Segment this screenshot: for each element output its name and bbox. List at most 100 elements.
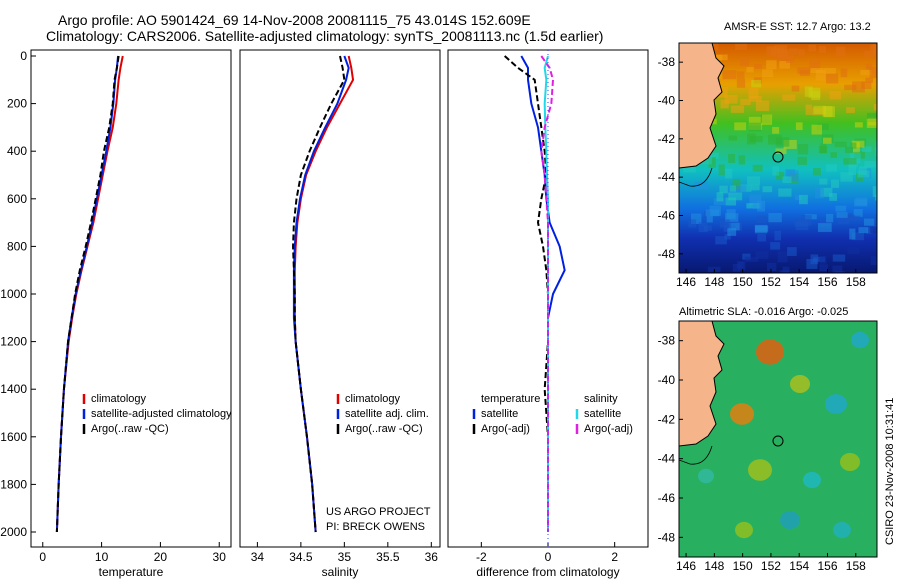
sst-pixel [718, 164, 725, 176]
sst-pixel [690, 213, 702, 224]
sst-pixel [843, 158, 857, 165]
map-x-tick-label: 152 [761, 559, 781, 573]
sst-pixel [711, 43, 719, 51]
sst-pixel [762, 114, 773, 125]
map-x-tick-label: 148 [704, 559, 724, 573]
map-x-tick-label: 150 [733, 559, 753, 573]
sst-pixel [817, 223, 832, 232]
sst-pixel [767, 134, 782, 145]
sst-pixel [725, 168, 733, 179]
map-y-tick-label: -48 [658, 530, 676, 544]
sst-pixel [713, 198, 727, 206]
sst-pixel [830, 152, 838, 158]
sst-pixel [819, 255, 827, 264]
map-x-tick-label: 158 [846, 559, 866, 573]
y-tick-label: 2000 [0, 525, 27, 539]
sst-pixel [816, 123, 829, 131]
y-tick-label: 1400 [0, 382, 27, 396]
x-axis-label: temperature [99, 565, 164, 579]
sst-pixel [766, 46, 777, 56]
sst-pixel [861, 81, 872, 90]
sst-pixel [863, 50, 877, 57]
sst-pixel [728, 154, 736, 163]
sst-pixel [736, 78, 746, 88]
sst-pixel [737, 71, 745, 79]
map-y-tick-label: -46 [658, 209, 676, 223]
sst-pixel [840, 172, 853, 182]
sst-pixel [683, 166, 696, 173]
sla-anomaly-blob [756, 339, 784, 365]
sst-pixel [822, 105, 833, 117]
sla-anomaly-blob [825, 394, 847, 414]
sst-pixel [865, 63, 873, 70]
sst-pixel [829, 91, 842, 100]
sla-title: Altimetric SLA: -0.016 Argo: -0.025 [679, 306, 848, 318]
salinity-panel: 34 34.5 35 35.5 36 salinity climatology satelli… [239, 49, 441, 579]
sst-pixel [823, 67, 836, 74]
sst-pixel [849, 228, 856, 240]
sst-pixel [832, 254, 846, 262]
sst-pixel [772, 127, 780, 134]
sst-pixel [783, 139, 797, 149]
sst-pixel [720, 99, 729, 109]
sst-pixel [777, 251, 788, 263]
y-tick-label: 800 [7, 239, 27, 253]
sst-pixel [826, 164, 838, 172]
sst-pixel [822, 137, 832, 144]
x-tick-label: 30 [213, 550, 227, 564]
sst-pixel [778, 188, 792, 197]
sla-anomaly-blob [735, 521, 753, 539]
y-tick-label: 1200 [0, 335, 27, 349]
legend-label: satellite adj. clim. [345, 408, 429, 420]
sla-anomaly-blob [833, 521, 851, 539]
sst-pixel [775, 148, 787, 155]
sst-pixel [728, 192, 743, 201]
sst-pixel [819, 264, 829, 272]
sst-pixel [698, 222, 708, 233]
sst-pixel [749, 95, 762, 102]
sst-pixel [864, 160, 877, 168]
sla-anomaly-blob [748, 459, 772, 481]
map-y-tick-label: -38 [658, 334, 676, 348]
sst-pixel [782, 94, 796, 101]
legend-label: climatology [91, 393, 147, 405]
sst-pixel [797, 49, 806, 56]
sst-pixel [782, 176, 792, 183]
sst-pixel [738, 155, 746, 165]
sst-pixel [848, 164, 857, 175]
sla-anomaly-blob [698, 468, 714, 484]
sst-pixel [819, 46, 827, 54]
x-tick-label: -2 [476, 550, 487, 564]
sst-pixel [851, 140, 865, 148]
sst-pixel [729, 185, 737, 192]
sst-pixel [870, 256, 877, 266]
sst-pixel [746, 67, 754, 73]
map-y-tick-label: -44 [658, 170, 676, 184]
sst-pixel [810, 67, 824, 74]
sst-pixel [844, 84, 857, 91]
sst-pixel [819, 178, 828, 185]
sst-pixel [797, 67, 811, 74]
sst-pixel [786, 170, 799, 182]
sst-pixel [747, 176, 761, 185]
sst-pixel [799, 194, 808, 205]
sst-pixel [724, 234, 731, 240]
x-tick-label: 35 [338, 550, 352, 564]
sst-pixel [730, 105, 745, 113]
legend-label: satellite [481, 408, 518, 420]
sst-pixel [805, 104, 813, 115]
series-line [520, 55, 566, 532]
sst-pixel [869, 67, 877, 79]
series-line [55, 55, 120, 533]
sst-map-frame [678, 42, 878, 274]
x-axis-label: salinity [322, 565, 359, 579]
x-tick-label: 34.5 [289, 550, 313, 564]
sst-pixel [735, 43, 747, 50]
x-tick-label: 36 [425, 550, 439, 564]
sst-pixel [826, 73, 839, 84]
map-y-tick-label: -42 [658, 412, 676, 426]
header-line-1: Argo profile: AO 5901424_69 14-Nov-2008 … [58, 12, 531, 28]
sst-pixel [754, 63, 763, 69]
sst-pixel [688, 219, 697, 228]
